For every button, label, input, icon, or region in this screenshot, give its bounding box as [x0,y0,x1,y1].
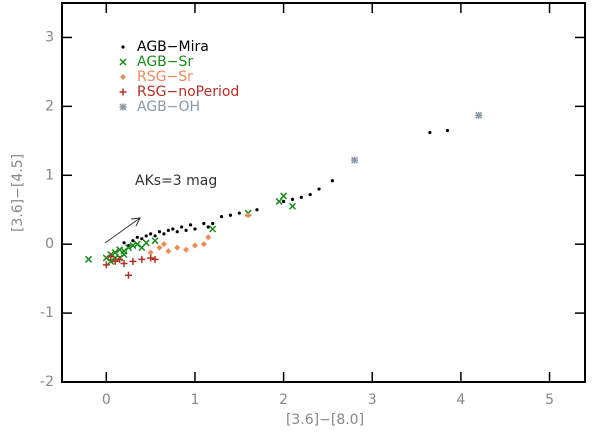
point [308,192,312,197]
x-tick-label: 2 [279,392,288,408]
point [191,242,198,249]
y-tick-label: 2 [45,98,54,114]
x-axis-label: [3.6]−[8.0] [286,412,364,428]
point [138,255,146,263]
point [288,202,297,210]
point [165,248,172,255]
plot-frame [61,2,586,383]
point [193,227,197,231]
y-tick-label: -2 [40,374,54,390]
point [140,237,144,241]
point [255,208,259,212]
point [131,239,135,243]
point [111,257,119,265]
legend-marker [119,88,127,96]
point [183,246,190,253]
point [85,255,93,263]
y-tick-label: 0 [45,236,54,252]
x-tick-label: 1 [191,392,200,408]
y-axis-label: [3.6]−[4.5] [10,154,26,232]
legend-marker [120,74,126,80]
arrow [104,217,141,244]
point [153,234,157,238]
point [142,239,150,247]
point [160,241,167,248]
point [120,259,128,267]
point [428,130,432,135]
point [350,156,359,164]
point [317,187,321,191]
point [446,128,450,133]
point [102,261,110,269]
legend-marker [119,58,127,66]
point [151,255,159,263]
x-tick-label: 0 [102,392,111,408]
y-tick-label: 3 [45,29,54,45]
legend-label: RSG−noPeriod [137,84,239,100]
legend-label: RSG−Sr [137,69,193,85]
point [116,255,124,263]
point [144,234,148,238]
point [166,228,170,232]
legend-label: AGB−Mira [137,39,209,55]
point [188,223,193,227]
point [124,244,133,252]
point [174,244,181,251]
legend-label: AGB−OH [137,99,200,115]
point [299,195,303,199]
point [107,253,115,261]
point [122,241,126,245]
point [147,249,154,256]
point [149,232,153,236]
point [147,254,155,262]
point [282,199,286,204]
x-tick-label: 3 [368,392,377,408]
point [129,257,137,265]
annotation: AKs=3 mag [135,173,217,189]
point [330,179,334,183]
point [171,227,175,231]
point [202,221,206,226]
point [156,244,163,251]
point [124,271,132,279]
point [475,111,483,119]
point [180,225,184,229]
legend-label: AGB−Sr [137,54,193,70]
legend-marker [119,103,127,111]
y-tick-label: -1 [40,305,54,321]
point [275,197,283,205]
point [162,232,166,236]
x-tick-label: 4 [456,392,465,408]
legend-marker [121,45,125,49]
y-tick-label: 1 [45,167,54,183]
point [205,234,212,241]
point [209,225,217,233]
point [219,215,224,219]
arrow-head [130,217,141,227]
point [237,211,241,215]
point [200,241,207,248]
point [245,212,252,219]
point [228,213,233,217]
point [111,248,119,256]
point [175,230,179,234]
point [157,230,162,234]
point [290,197,295,201]
point [135,235,139,239]
point [184,228,188,232]
point [280,192,288,200]
point [211,221,215,226]
point [206,225,210,229]
x-tick-label: 5 [545,392,554,408]
point [120,250,128,259]
point [151,237,159,245]
